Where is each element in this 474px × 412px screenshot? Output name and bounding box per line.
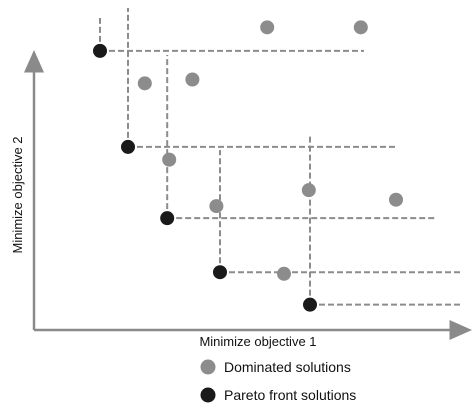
pareto-point	[303, 297, 317, 312]
dominance-lines	[99, 8, 462, 306]
data-points	[93, 20, 403, 312]
dominated-point	[353, 20, 368, 35]
legend-label-dominated: Dominated solutions	[224, 359, 351, 375]
pareto-point	[213, 265, 227, 280]
dominated-point	[260, 20, 275, 35]
y-axis-label: Minimize objective 2	[10, 136, 25, 253]
legend: Dominated solutions Pareto front solutio…	[200, 359, 356, 403]
dominated-point	[209, 199, 224, 214]
dominated-point	[277, 266, 291, 281]
dominated-point	[137, 76, 152, 91]
pareto-point	[93, 43, 107, 58]
dominated-point	[301, 183, 316, 198]
pareto-point	[121, 139, 135, 154]
x-axis-label: Minimize objective 1	[199, 334, 316, 349]
dominated-point	[162, 152, 177, 167]
legend-label-pareto: Pareto front solutions	[224, 387, 356, 403]
legend-marker-dominated	[200, 359, 216, 375]
legend-marker-pareto	[200, 387, 216, 403]
pareto-point	[160, 211, 175, 226]
dominated-point	[389, 192, 403, 207]
dominated-point	[185, 72, 200, 87]
